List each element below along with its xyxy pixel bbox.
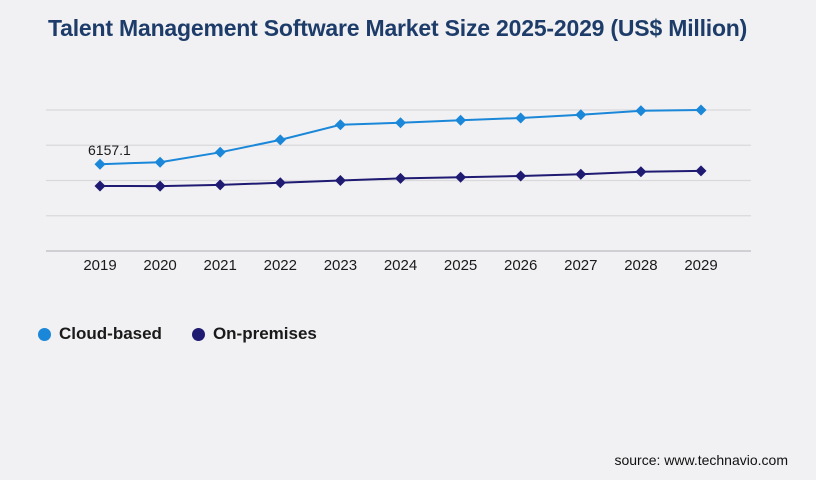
data-point-cloud-based-2021 — [214, 146, 226, 158]
data-point-cloud-based-2022 — [274, 134, 286, 146]
data-point-cloud-based-2029 — [695, 104, 707, 116]
data-point-cloud-based-2026 — [515, 112, 527, 124]
data-point-on-premises-2029 — [695, 165, 707, 177]
data-label-cloud-based-2019: 6157.1 — [88, 142, 131, 158]
data-point-on-premises-2028 — [635, 166, 647, 178]
x-axis-label-2022: 2022 — [264, 257, 297, 274]
x-axis-label-2023: 2023 — [324, 257, 357, 274]
data-point-on-premises-2026 — [515, 170, 527, 182]
chart-legend: Cloud-based On-premises — [38, 324, 317, 344]
data-point-on-premises-2021 — [214, 179, 226, 191]
data-point-on-premises-2022 — [274, 177, 286, 189]
legend-label-cloud-based: Cloud-based — [59, 324, 162, 343]
legend-swatch-on-premises — [191, 327, 205, 341]
chart-title: Talent Management Software Market Size 2… — [48, 15, 748, 41]
data-point-on-premises-2027 — [575, 168, 587, 180]
data-point-cloud-based-2027 — [575, 109, 587, 121]
line-chart-canvas: 2019 2020 2021 2022 2023 2024 2025 2026 2027 2028… — [46, 104, 751, 274]
legend-swatch-cloud-based — [38, 327, 51, 341]
data-point-cloud-based-2028 — [635, 105, 647, 117]
data-point-cloud-based-2024 — [395, 117, 406, 129]
data-point-cloud-based-2020 — [154, 156, 166, 168]
data-point-cloud-based-2025 — [455, 114, 467, 126]
data-point-on-premises-2020 — [154, 180, 166, 192]
source-attribution: source: www.technavio.com — [614, 452, 788, 468]
x-axis-label-2025: 2025 — [444, 257, 477, 274]
data-point-on-premises-2023 — [334, 175, 346, 186]
x-axis-label-2020: 2020 — [143, 257, 176, 274]
legend-item-cloud-based: Cloud-based — [38, 324, 162, 344]
data-point-on-premises-2019 — [94, 180, 106, 192]
legend-label-on-premises: On-premises — [212, 324, 317, 343]
x-axis-label-2024: 2024 — [384, 257, 417, 274]
x-axis-label-2029: 2029 — [684, 257, 717, 274]
x-axis-label-2021: 2021 — [204, 257, 237, 274]
x-axis-label-2028: 2028 — [624, 257, 657, 274]
data-point-on-premises-2024 — [395, 172, 406, 184]
x-axis-label-2019: 2019 — [83, 257, 116, 274]
data-point-on-premises-2025 — [455, 171, 467, 183]
legend-item-on-premises: On-premises — [191, 324, 317, 344]
data-point-cloud-based-2019 — [94, 158, 106, 170]
x-axis-label-2027: 2027 — [564, 257, 597, 274]
x-axis-label-2026: 2026 — [504, 257, 537, 274]
data-point-cloud-based-2023 — [334, 119, 346, 131]
